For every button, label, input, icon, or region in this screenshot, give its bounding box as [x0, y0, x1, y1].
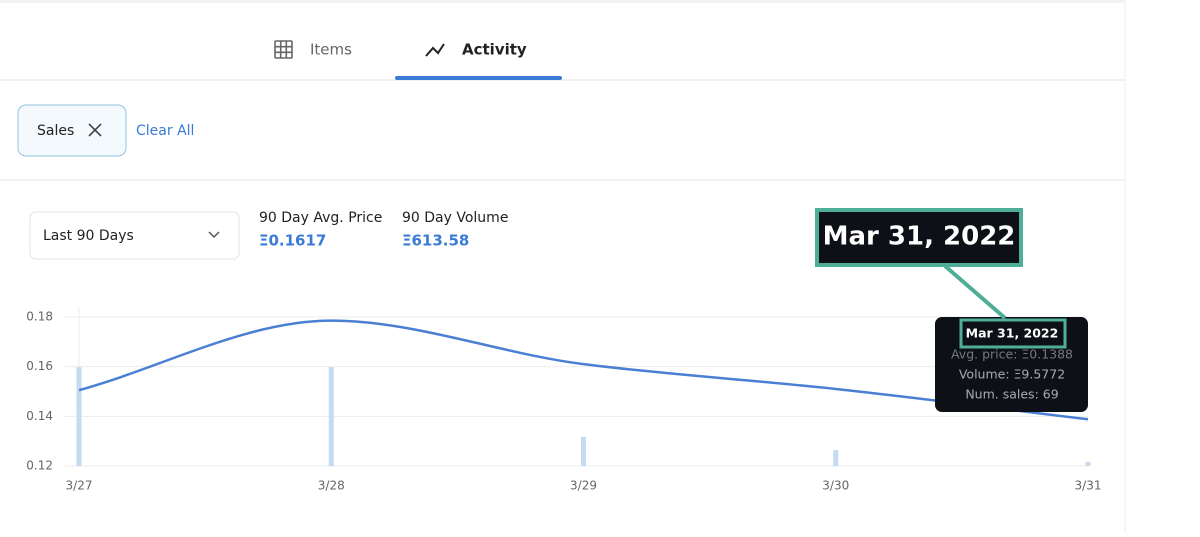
- select-box: [29, 211, 240, 260]
- stat-label: 90 Day Avg. Price: [259, 210, 382, 226]
- tooltip-line: Num. sales: 69: [965, 387, 1058, 402]
- tooltip: Mar 31, 2022 Avg. price: Ξ0.1388 Volume:…: [935, 317, 1088, 412]
- tooltip-title: Mar 31, 2022: [966, 326, 1059, 341]
- grid-icon: [274, 40, 293, 59]
- clear-all[interactable]: Clear All: [136, 123, 194, 139]
- chevron: [208, 231, 220, 239]
- callout-box: [815, 208, 1023, 267]
- filter-chip[interactable]: Sales: [17, 104, 127, 157]
- chip-label: Sales: [37, 123, 74, 139]
- tab-label: Items: [310, 41, 352, 59]
- volume-bar: [76, 367, 82, 466]
- y-tick-label: 0.14: [26, 409, 53, 423]
- y-tick-label: 0.12: [26, 459, 53, 473]
- tab-activity[interactable]: Activity: [395, 41, 562, 81]
- tab-indicator: [395, 76, 562, 80]
- tooltip-highlight: [959, 318, 1067, 349]
- callout-text: Mar 31, 2022: [823, 222, 1016, 252]
- chip-box: [17, 104, 127, 157]
- callout-connector: [943, 264, 1007, 320]
- plot: 0.12 0.14 0.16 0.18 3/27 3/28 3/29 3/30 3/31: [26, 307, 1101, 493]
- y-tick-label: 0.16: [26, 359, 53, 373]
- volume-bar: [1085, 461, 1091, 466]
- select-label: Last 90 Days: [43, 228, 134, 244]
- stat-value: Ξ613.58: [402, 232, 469, 250]
- volume-bar: [328, 367, 334, 466]
- trend-icon: [425, 43, 445, 57]
- stat-value: Ξ0.1617: [259, 232, 326, 250]
- x-tick-label: 3/27: [66, 479, 93, 493]
- tab-label: Activity: [462, 41, 527, 59]
- range-select[interactable]: Last 90 Days: [29, 211, 240, 260]
- volume-bar: [581, 436, 586, 466]
- x-tick-label: 3/28: [318, 479, 345, 493]
- tab-items[interactable]: Items: [274, 40, 352, 59]
- volume-bar: [833, 450, 839, 466]
- price-line: [78, 319, 1089, 421]
- tooltip-line: Volume: Ξ9.5772: [959, 367, 1065, 382]
- x-tick-label: 3/30: [822, 479, 849, 493]
- x-tick-label: 3/29: [570, 479, 597, 493]
- top-shadow: [0, 0, 1125, 3]
- close-icon[interactable]: [88, 123, 102, 137]
- stat-label: 90 Day Volume: [402, 210, 508, 226]
- x-tick-label: 3/31: [1075, 479, 1102, 493]
- tooltip-line: Avg. price: Ξ0.1388: [951, 347, 1073, 362]
- callout: Mar 31, 2022: [815, 208, 1023, 267]
- y-tick-label: 0.18: [26, 309, 53, 323]
